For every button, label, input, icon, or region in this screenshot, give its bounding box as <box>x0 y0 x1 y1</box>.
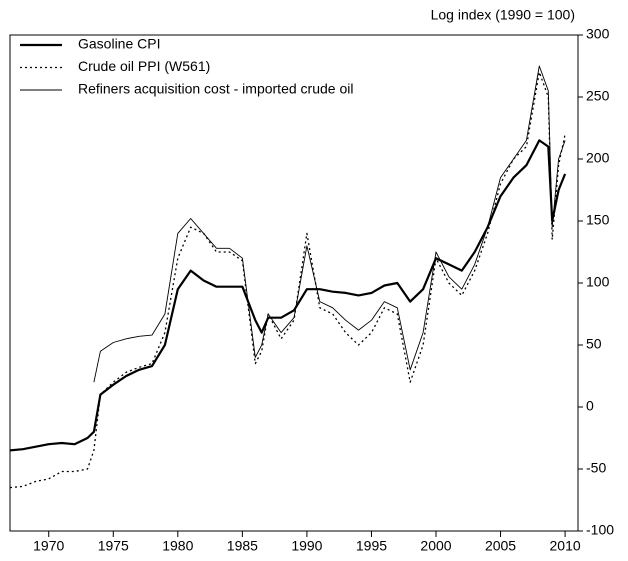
y-tick-label: -100 <box>586 522 614 538</box>
y-tick-label: 0 <box>586 398 594 414</box>
series-line <box>93 65 566 383</box>
y-tick-label: 100 <box>586 274 610 290</box>
x-tick-label: 2000 <box>420 538 451 554</box>
x-tick-label: 1985 <box>227 538 258 554</box>
y-tick-label: 250 <box>586 88 610 104</box>
legend-label: Gasoline CPI <box>78 36 160 52</box>
x-tick-label: 1970 <box>33 538 64 554</box>
legend-label: Refiners acquisition cost - imported cru… <box>78 81 353 97</box>
y-tick-label: 150 <box>586 212 610 228</box>
legend-label: Crude oil PPI (W561) <box>78 58 210 74</box>
y-tick-label: 300 <box>586 26 610 42</box>
x-tick-label: 1980 <box>162 538 193 554</box>
series-line <box>9 71 566 489</box>
y-tick-label: -50 <box>586 460 606 476</box>
x-tick-label: 1990 <box>291 538 322 554</box>
y-tick-label: 50 <box>586 336 602 352</box>
x-tick-label: 2005 <box>485 538 516 554</box>
x-tick-label: 2010 <box>550 538 581 554</box>
y-axis-label: Log index (1990 = 100) <box>431 7 575 23</box>
x-tick-label: 1975 <box>98 538 129 554</box>
x-tick-label: 1995 <box>356 538 387 554</box>
y-tick-label: 200 <box>586 150 610 166</box>
plot-frame <box>9 34 579 532</box>
series-line <box>9 139 567 452</box>
